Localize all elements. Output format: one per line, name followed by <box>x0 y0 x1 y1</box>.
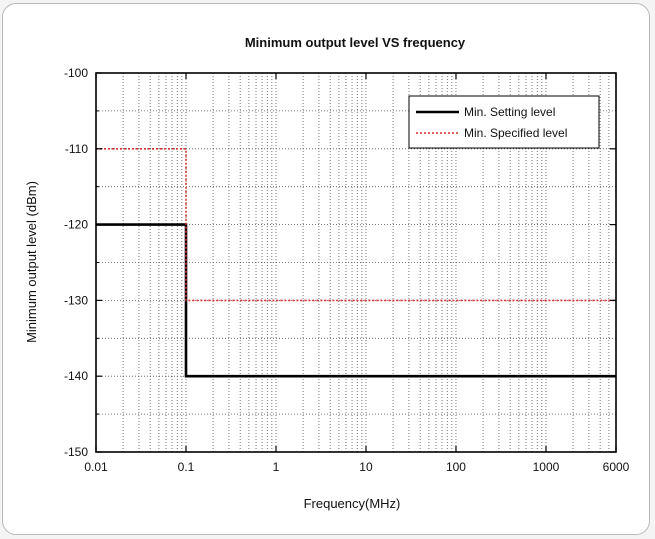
y-axis-label: Minimum output level (dBm) <box>24 181 39 343</box>
grid <box>96 73 616 452</box>
y-tick-label: -150 <box>64 445 88 459</box>
legend: Min. Setting level Min. Specified level <box>408 95 600 149</box>
x-tick-label: 100 <box>446 460 466 474</box>
x-tick-label: 0.01 <box>84 460 108 474</box>
series-line-2 <box>96 148 616 302</box>
y-tick-label: -100 <box>64 66 88 80</box>
y-tick-label: -140 <box>64 369 88 383</box>
axis-ticks <box>95 72 617 453</box>
series-layer <box>96 148 616 378</box>
x-tick-label: 6000 <box>603 460 630 474</box>
y-tick-label: -110 <box>65 142 88 156</box>
y-tick-label: -130 <box>64 293 88 307</box>
chart-title: Minimum output level VS frequency <box>245 35 466 50</box>
x-tick-label: 1000 <box>533 460 560 474</box>
x-axis-label: Frequency(MHz) <box>304 496 401 511</box>
legend-box <box>408 95 600 149</box>
y-tick-label: -120 <box>64 218 88 232</box>
legend-label: Min. Setting level <box>464 105 555 119</box>
x-tick-label: 0.1 <box>178 460 195 474</box>
x-tick-label: 1 <box>273 460 280 474</box>
x-tick-label: 10 <box>359 460 373 474</box>
legend-label: Min. Specified level <box>464 126 567 140</box>
